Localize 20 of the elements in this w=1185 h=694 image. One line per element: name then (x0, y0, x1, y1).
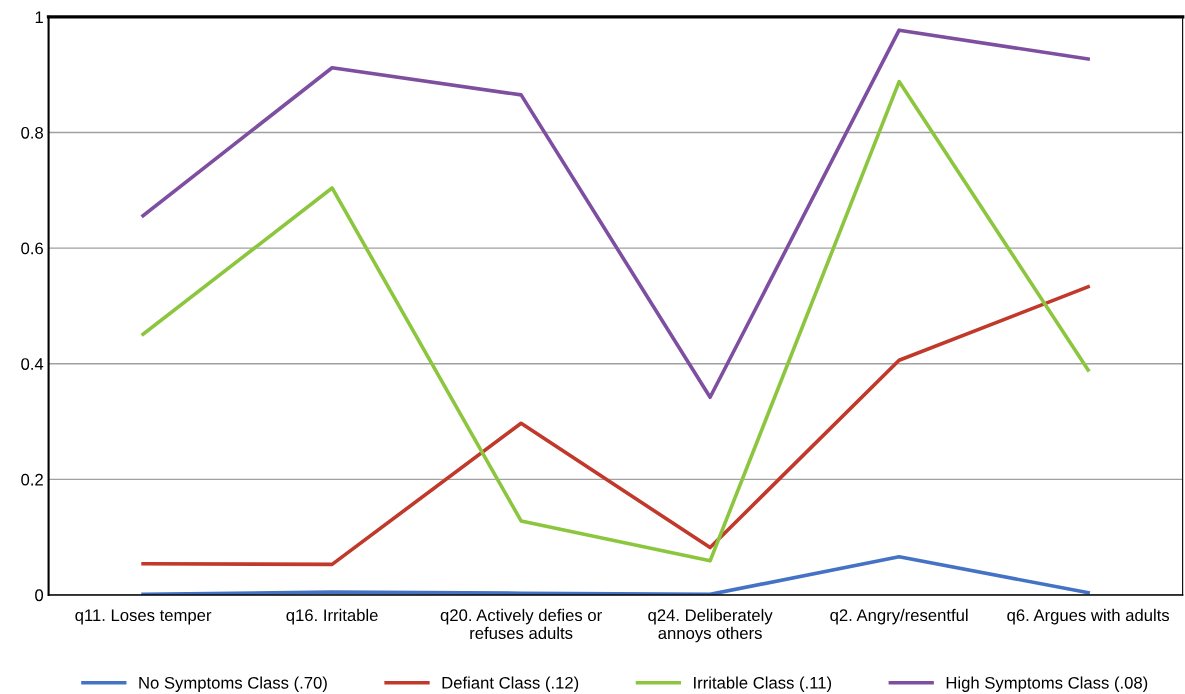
x-tick-label: q11. Loses temper (75, 609, 212, 625)
line-series (141, 555, 1090, 595)
y-tick-label: 0.4 (21, 358, 44, 370)
y-tick-label: 0.6 (21, 242, 43, 255)
x-tick-label: q2. Angry/resentful (830, 608, 968, 625)
x-tick-label: q20. Actively defies or refuses adults (440, 608, 602, 640)
y-tick-label: 0.8 (21, 126, 43, 139)
legend-label: Defiant Class (.12) (442, 676, 579, 692)
line-series (141, 79, 1090, 563)
y-tick-label: 0.2 (21, 473, 43, 486)
x-tick-label: q6. Argues with adults (1007, 608, 1170, 625)
legend-label: Irritable Class (.11) (694, 676, 832, 692)
x-tick-label: q24. Deliberately annoys others (648, 608, 773, 643)
line-series (141, 28, 1090, 400)
line-series (141, 285, 1090, 567)
x-tick-label: q16. Irritable (286, 608, 378, 625)
legend-label: High Symptoms Class (.08) (946, 676, 1148, 692)
y-tick-label: 1 (35, 11, 43, 23)
legend-label: No Symptoms Class (.70) (139, 676, 327, 692)
y-tick-label: 0 (35, 589, 44, 602)
